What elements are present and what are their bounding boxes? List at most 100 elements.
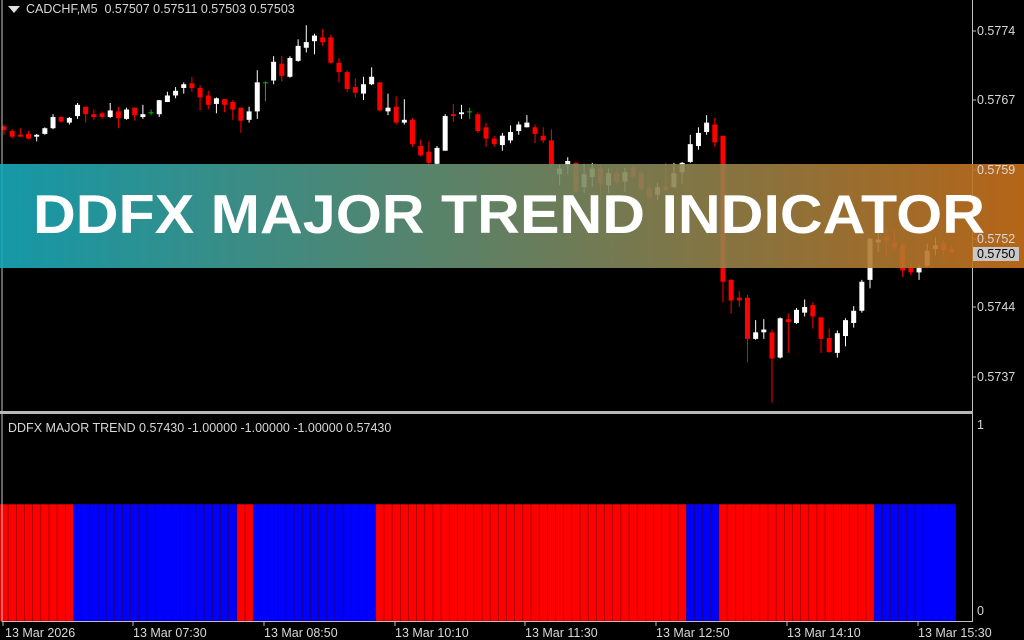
collapse-triangle-icon[interactable] — [8, 5, 20, 13]
candle — [434, 146, 440, 165]
price-label: 0.5744 — [977, 300, 1016, 314]
candle-body — [450, 114, 456, 117]
candle — [385, 93, 391, 116]
candle — [222, 99, 228, 113]
candle-body — [687, 144, 693, 162]
trend-bar-red — [563, 503, 573, 622]
trend-bar-red — [375, 503, 385, 622]
candle-body — [173, 90, 179, 96]
trend-bar-red — [498, 503, 507, 622]
candle-body — [279, 63, 285, 76]
candle-body — [916, 267, 922, 273]
candle — [442, 114, 448, 151]
trend-bar-red — [244, 503, 254, 622]
banner-title: DDFX MAJOR TREND INDICATOR — [33, 183, 985, 245]
trend-bar-red — [440, 503, 450, 622]
candle — [271, 56, 277, 85]
candle-body — [303, 42, 309, 48]
candle-body — [66, 117, 72, 123]
banner-background — [0, 164, 1024, 268]
candle — [328, 34, 334, 64]
pane-separator[interactable] — [0, 411, 973, 414]
trend-bar-red — [677, 503, 687, 622]
candle — [695, 127, 701, 150]
trend-bar-red — [16, 503, 25, 622]
candle — [156, 100, 162, 118]
trend-bar-blue — [351, 503, 360, 622]
candle-body — [1, 126, 7, 131]
candle-body — [426, 151, 432, 163]
candle — [744, 294, 750, 363]
trend-bar-red — [784, 503, 793, 622]
candle-body — [9, 131, 15, 137]
candle — [197, 85, 203, 111]
trend-bar-blue — [187, 503, 197, 622]
trend-bar-red — [579, 503, 589, 622]
candle-body — [401, 119, 407, 123]
candle — [761, 319, 767, 339]
trend-bar-blue — [261, 503, 270, 622]
candle-body — [459, 112, 465, 115]
candle-body — [475, 114, 481, 132]
trend-bar-red — [661, 503, 671, 622]
time-label: 13 Mar 2026 — [5, 626, 76, 640]
trend-bar-blue — [114, 503, 123, 622]
candle — [238, 107, 244, 133]
candle-body — [262, 82, 268, 84]
time-label: 13 Mar 07:30 — [133, 626, 207, 640]
current-price-label: 0.5750 — [973, 247, 1020, 261]
candle-body — [344, 72, 350, 89]
trend-bar-blue — [122, 503, 132, 622]
trend-bar-blue — [318, 503, 328, 622]
trend-bar-blue — [890, 503, 900, 622]
candle — [99, 111, 105, 119]
trend-bar-blue — [685, 503, 695, 622]
candle-body — [287, 58, 293, 77]
trend-bar-red — [416, 503, 426, 622]
trend-bar-blue — [882, 503, 891, 622]
candle-body — [785, 319, 791, 323]
candle-body — [410, 119, 415, 145]
trend-bar-blue — [179, 503, 189, 622]
candle-body — [712, 124, 718, 143]
candle — [687, 134, 693, 163]
trend-bar-red — [32, 503, 42, 622]
trend-bar-red — [465, 503, 475, 622]
candle — [254, 70, 260, 119]
candle-body — [107, 110, 113, 118]
candle — [499, 132, 505, 151]
trend-bar-blue — [203, 503, 213, 622]
candle — [491, 135, 497, 147]
candle — [777, 317, 783, 359]
candle — [140, 104, 146, 119]
trend-bar-red — [391, 503, 401, 622]
trend-bar-red — [514, 503, 524, 622]
trend-bar-red — [587, 503, 597, 622]
candle — [107, 102, 113, 118]
candle — [793, 307, 799, 324]
trend-bar-red — [400, 503, 409, 622]
trend-bar-blue — [163, 503, 172, 622]
candle — [401, 99, 407, 125]
candle — [369, 67, 375, 86]
trend-bar-red — [449, 503, 458, 622]
candle-body — [434, 147, 440, 164]
candle-body — [851, 310, 857, 323]
candle-body — [704, 122, 710, 132]
candle-body — [320, 37, 326, 43]
candle-body — [271, 61, 277, 81]
trend-bar-red — [669, 503, 679, 622]
candle-body — [140, 114, 146, 118]
trend-bar-red — [48, 503, 58, 622]
trend-bar-red — [604, 503, 614, 622]
candle — [524, 115, 530, 128]
candle — [834, 330, 840, 358]
candle — [287, 56, 293, 78]
candle-body — [728, 279, 734, 301]
candle — [181, 82, 187, 94]
trend-bar-red — [636, 503, 646, 622]
trend-bar-blue — [301, 503, 311, 622]
candle — [802, 299, 808, 317]
candle — [58, 116, 64, 123]
